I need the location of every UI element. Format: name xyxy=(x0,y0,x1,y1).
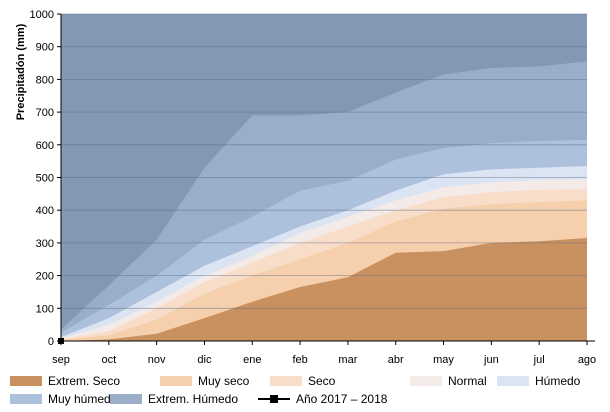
legend-swatch xyxy=(10,394,42,404)
y-axis-label: Precipitadón (mm) xyxy=(15,23,27,120)
legend-item-muy-seco: Muy seco xyxy=(160,374,250,388)
y-tick-label: 600 xyxy=(36,140,54,152)
legend-swatch xyxy=(497,376,529,386)
x-tick-label: nov xyxy=(148,354,166,366)
legend-label: Seco xyxy=(308,374,336,388)
gridlines xyxy=(61,13,587,309)
y-tick-label: 300 xyxy=(36,238,54,250)
x-tick-label: mar xyxy=(338,354,357,366)
legend-label: Muy húmedo xyxy=(48,392,118,406)
legend-label: Húmedo xyxy=(535,374,581,388)
y-tick-label: 400 xyxy=(36,205,54,217)
area-extrem-seco xyxy=(61,237,587,341)
legend-label: Año 2017 – 2018 xyxy=(296,392,388,406)
year-line-series xyxy=(58,338,64,344)
legend-swatch xyxy=(110,394,142,404)
legend-label: Extrem. Seco xyxy=(48,374,120,388)
x-tick-label: jul xyxy=(533,354,545,366)
legend-swatch xyxy=(10,376,42,386)
legend-item-a-o-2017-2018: Año 2017 – 2018 xyxy=(258,392,388,406)
y-tick-labels: 0 100 200 300 400 500 600 700 800 900 1000 xyxy=(30,9,54,348)
x-tick-label: jun xyxy=(483,354,499,366)
x-tick-label: may xyxy=(433,354,454,366)
y-tick-label: 700 xyxy=(36,107,54,119)
y-tick-label: 800 xyxy=(36,74,54,86)
y-tick-label: 1000 xyxy=(30,9,54,21)
legend-swatch xyxy=(160,376,192,386)
legend-item-extrem-h-medo: Extrem. Húmedo xyxy=(110,392,238,406)
line-point xyxy=(58,338,64,344)
y-tick-label: 500 xyxy=(36,173,54,185)
legend-item-extrem-seco: Extrem. Seco xyxy=(10,374,120,388)
legend-label: Extrem. Húmedo xyxy=(148,392,238,406)
legend-item-seco: Seco xyxy=(270,374,336,388)
legend-swatch xyxy=(410,376,442,386)
area-series xyxy=(61,61,587,341)
x-tick-label: dic xyxy=(197,354,212,366)
legend-item-muy-h-medo: Muy húmedo xyxy=(10,392,118,406)
legend: Extrem. Seco Muy seco Seco Normal Húmedo Muy … xyxy=(10,374,581,406)
legend-item-normal: Normal xyxy=(410,374,487,388)
legend-label: Normal xyxy=(448,374,487,388)
x-tick-label: feb xyxy=(292,354,307,366)
x-tick-label: oct xyxy=(101,354,116,366)
legend-label: Muy seco xyxy=(198,374,250,388)
x-tick-label: ago xyxy=(578,354,596,366)
y-tick-label: 0 xyxy=(48,336,54,348)
x-tick-labels: sep oct nov dic ene feb mar abr may jun jul ago xyxy=(52,354,596,366)
x-tick-label: sep xyxy=(52,354,70,366)
y-tick-label: 200 xyxy=(36,271,54,283)
y-tick-label: 900 xyxy=(36,42,54,54)
legend-item-h-medo: Húmedo xyxy=(497,374,581,388)
y-tick-label: 100 xyxy=(36,303,54,315)
x-tick-label: abr xyxy=(388,354,404,366)
x-tick-label: ene xyxy=(243,354,261,366)
legend-marker xyxy=(270,395,278,403)
legend-swatch xyxy=(270,376,302,386)
